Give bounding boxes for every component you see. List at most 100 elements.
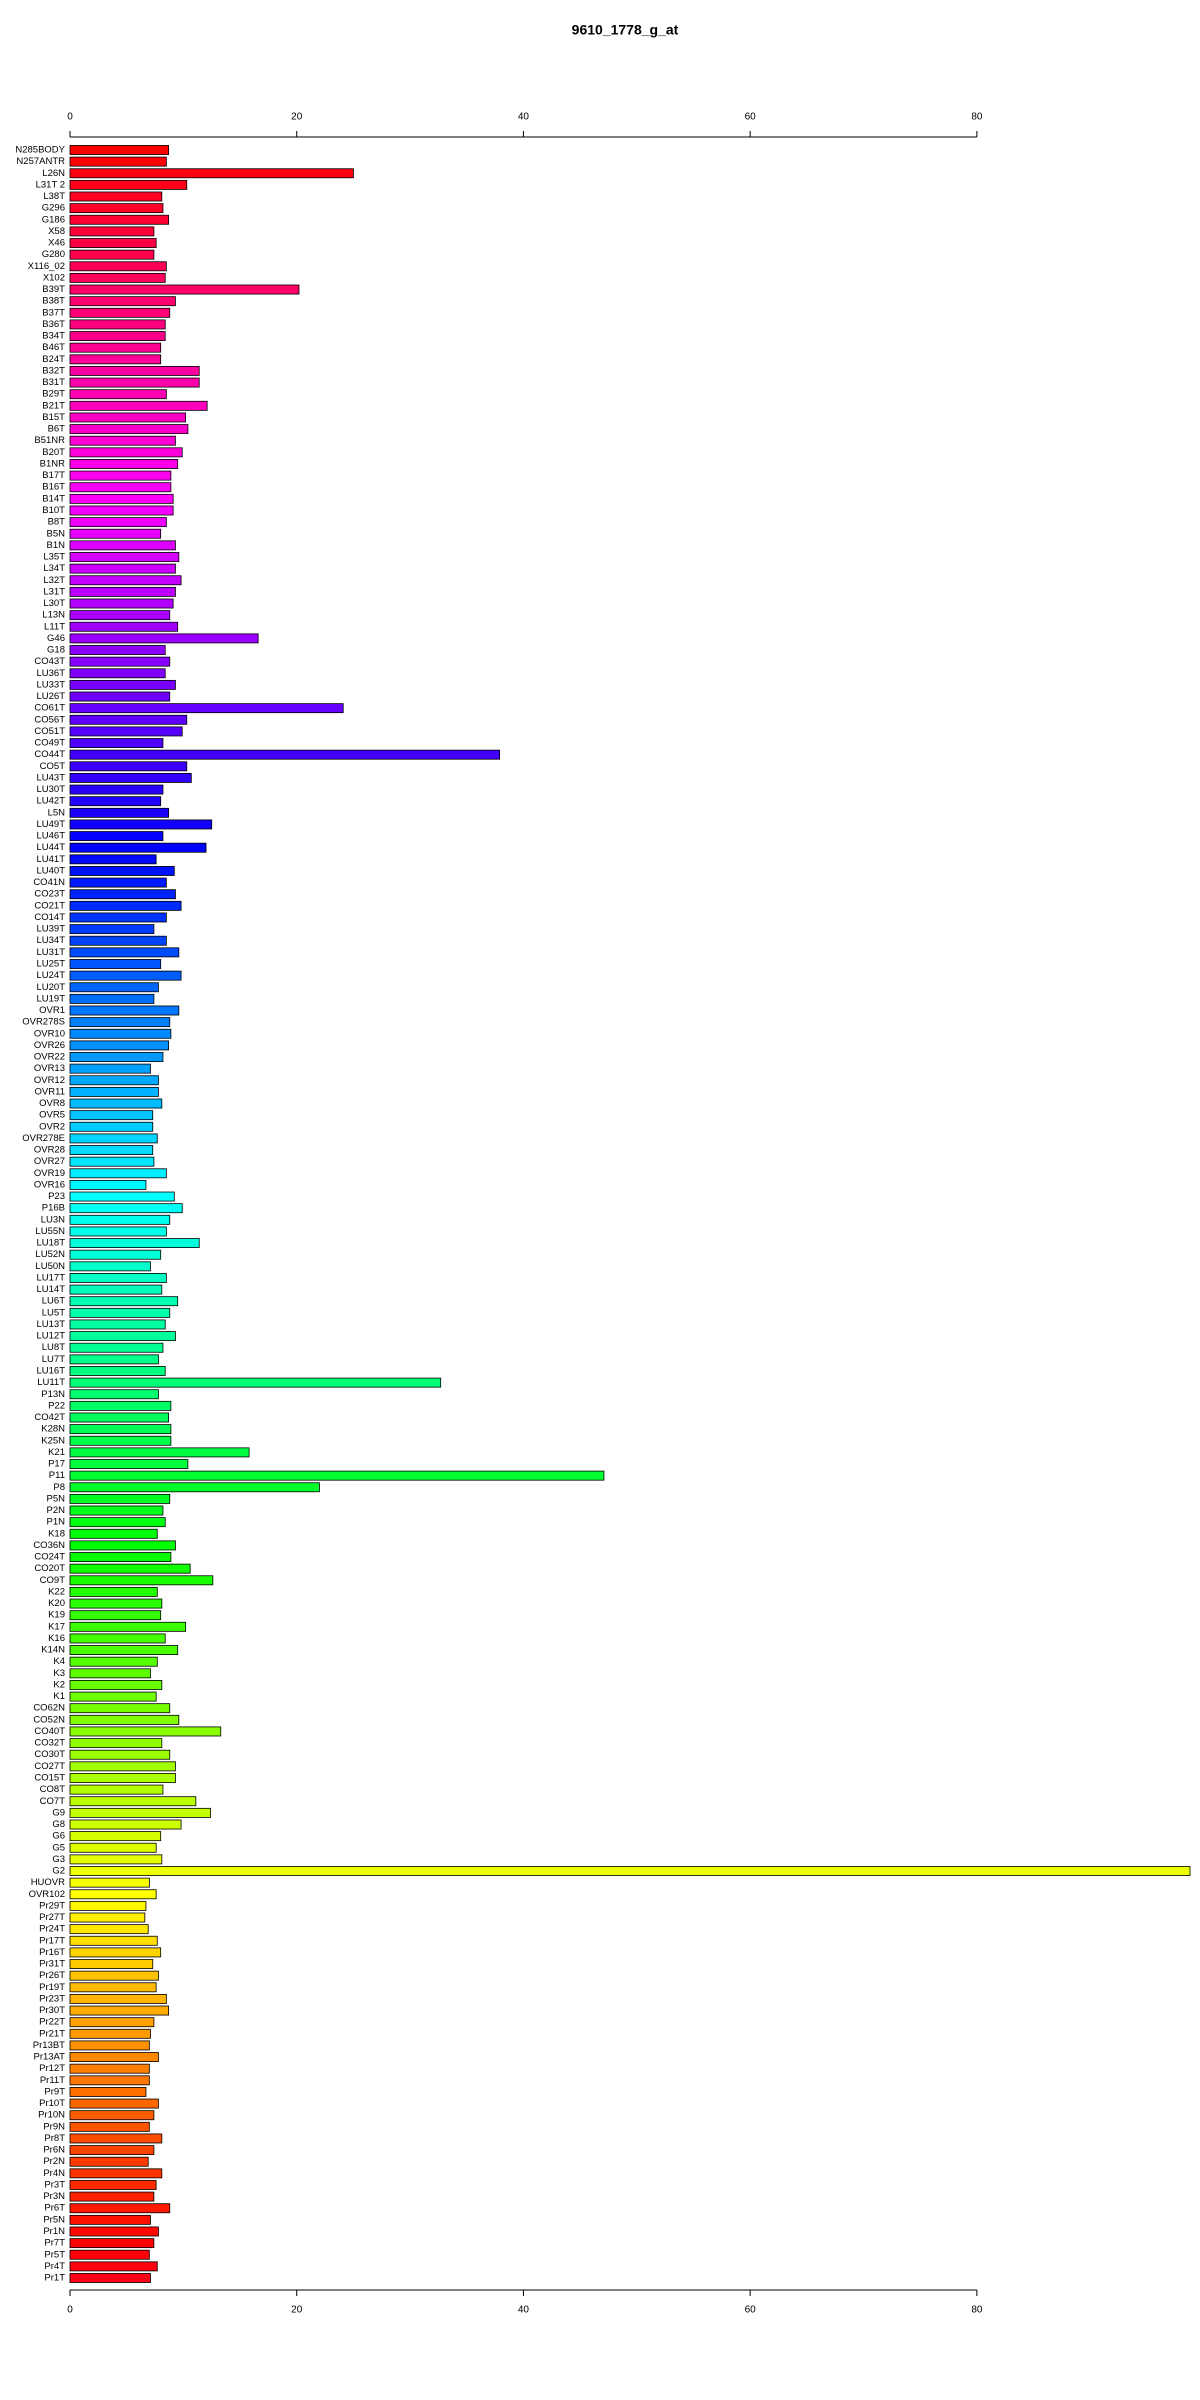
bar (69, 1133, 158, 1144)
bar (69, 2087, 147, 2097)
bar (69, 249, 155, 260)
y-tick-label: P22 (48, 1400, 65, 1411)
bar (69, 1889, 157, 1900)
x-tick-label: 80 (971, 2305, 983, 2316)
bar (69, 2203, 171, 2214)
y-tick-label: LU14T (36, 1284, 65, 1295)
bar (69, 1179, 147, 1190)
y-tick-label: P11 (49, 1470, 65, 1481)
bar (69, 970, 182, 981)
bar (69, 784, 164, 795)
y-tick-label: LU46T (36, 831, 65, 842)
y-tick-label: Pr1T (44, 2273, 65, 2284)
y-tick-label: LU50N (35, 1261, 65, 1272)
y-tick-label: CO32T (34, 1738, 65, 1749)
bar (69, 1168, 167, 1179)
y-tick-label: Pr1N (43, 2226, 65, 2237)
y-tick-label: CO9T (40, 1575, 66, 1586)
bar (69, 598, 174, 609)
y-tick-label: B37T (42, 307, 65, 318)
y-tick-label: Pr3N (43, 2191, 65, 2202)
chart-title: 9610_1778_g_at (572, 22, 679, 38)
y-tick-label: LU16T (36, 1365, 65, 1376)
y-tick-label: B21T (42, 400, 65, 411)
y-tick-label: HUOVR (31, 1877, 65, 1888)
y-tick-label: Pr16T (39, 1947, 65, 1958)
bar (69, 947, 180, 958)
y-tick-label: N285BODY (15, 145, 65, 156)
y-tick-label: CO8T (40, 1784, 66, 1795)
bar (69, 1249, 162, 1260)
y-tick-label: Pr2N (43, 2156, 65, 2167)
y-tick-label: L31T 2 (36, 179, 65, 190)
bar (69, 1738, 163, 1749)
bar (69, 1319, 166, 1330)
y-tick-label: CO40T (34, 1726, 65, 1737)
y-tick-label: K16 (48, 1633, 65, 1644)
y-tick-label: B14T (42, 493, 65, 504)
x-tick-label: 20 (291, 2305, 303, 2316)
y-tick-label: Pr7T (44, 2238, 65, 2249)
y-tick-label: OVR27 (34, 1156, 65, 1167)
bar (69, 2075, 150, 2086)
bar (69, 1400, 172, 1411)
bar (69, 959, 162, 969)
bar (69, 1610, 162, 1621)
bar (69, 400, 208, 411)
bar (69, 1761, 176, 1772)
bar (69, 2249, 150, 2260)
y-tick-label: Pr4N (43, 2168, 65, 2179)
y-tick-label: Pr26T (39, 1970, 65, 1981)
bar (69, 2098, 159, 2109)
bar (69, 1807, 211, 1818)
bar (69, 156, 167, 167)
y-tick-label: LU33T (36, 679, 65, 690)
bar (69, 528, 162, 539)
bar (69, 168, 354, 179)
bar (69, 1063, 151, 1074)
y-tick-label: LU43T (36, 772, 65, 783)
y-tick-label: CO7T (40, 1796, 66, 1807)
y-tick-label: CO44T (34, 749, 65, 760)
y-tick-label: CO52N (33, 1714, 65, 1725)
bar (69, 1482, 320, 1493)
bar (69, 1924, 149, 1935)
y-tick-label: P16B (42, 1203, 65, 1214)
bar (69, 1412, 170, 1423)
bar (69, 1633, 166, 1644)
y-tick-label: K1 (53, 1691, 65, 1702)
bar (69, 1017, 171, 1028)
bar (69, 738, 164, 748)
bar (69, 2133, 163, 2144)
bar (69, 1586, 158, 1597)
y-tick-label: LU40T (36, 865, 65, 876)
bar (69, 354, 162, 365)
bar (69, 1982, 157, 1993)
bar (69, 1749, 171, 1760)
y-tick-label: CO41N (33, 877, 65, 888)
y-tick-label: OVR8 (39, 1098, 65, 1109)
y-tick-label: Pr9T (44, 2086, 65, 2097)
bar (69, 691, 171, 702)
y-tick-label: Pr22T (39, 2017, 65, 2028)
y-tick-label: L38T (43, 191, 65, 202)
bar (69, 621, 179, 632)
bar (69, 1145, 154, 1155)
bar (69, 179, 188, 190)
y-tick-label: CO15T (34, 1772, 65, 1783)
y-tick-label: L30T (43, 598, 65, 609)
y-tick-label: L13N (42, 610, 65, 621)
y-tick-label: LU18T (36, 1238, 65, 1249)
y-tick-label: CO56T (34, 714, 65, 725)
y-tick-label: LU3N (41, 1214, 65, 1225)
bar (69, 796, 162, 807)
y-tick-label: Pr5T (44, 2249, 65, 2260)
bar (69, 1877, 150, 1888)
bar (69, 726, 183, 737)
bar (69, 307, 171, 318)
bar (69, 1261, 151, 1272)
bar (69, 540, 176, 551)
bar (69, 1110, 154, 1121)
bar (69, 703, 344, 714)
